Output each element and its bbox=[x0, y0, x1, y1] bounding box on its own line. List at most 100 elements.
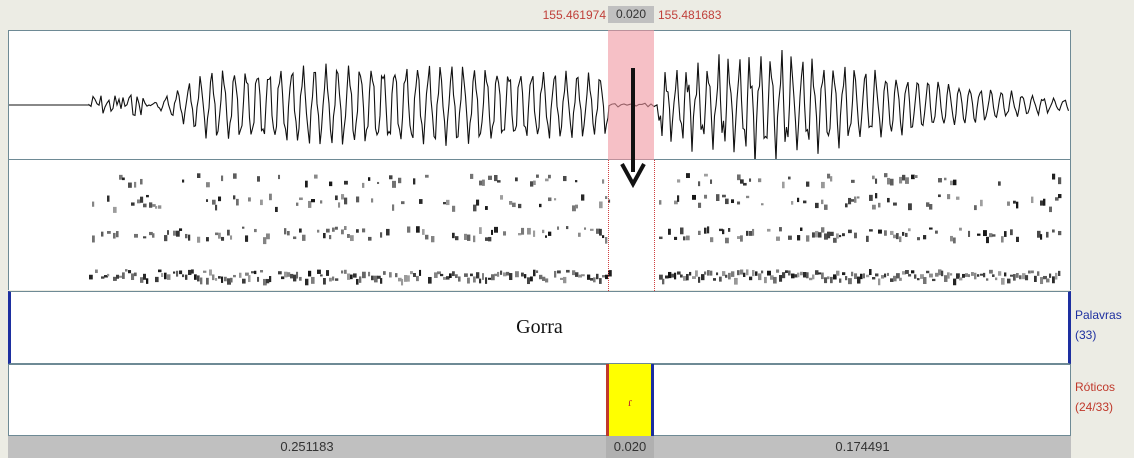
spectrogram-speckle bbox=[806, 272, 809, 279]
spectrogram-speckle bbox=[281, 276, 285, 280]
spectrogram-speckle bbox=[1052, 229, 1055, 233]
tier-name-palavras[interactable]: Palavras (33) bbox=[1075, 305, 1122, 345]
spectrogram-speckle bbox=[113, 276, 117, 281]
spectrogram-speckle bbox=[1040, 277, 1044, 285]
spectrogram-speckle bbox=[833, 237, 837, 243]
spectrogram-speckle bbox=[182, 179, 185, 183]
spectrogram-speckle bbox=[131, 202, 135, 206]
spectrogram-speckle bbox=[473, 235, 476, 243]
spectrogram-speckle bbox=[140, 178, 143, 185]
spectrogram-speckle bbox=[794, 274, 798, 278]
spectrogram-speckle bbox=[335, 278, 339, 281]
duration-selected[interactable]: 0.020 bbox=[606, 436, 654, 458]
spectrogram-speckle bbox=[212, 274, 215, 281]
tier-name-roticos[interactable]: Róticos (24/33) bbox=[1075, 377, 1115, 417]
spectrogram-speckle bbox=[662, 278, 665, 285]
spectrogram-speckle bbox=[257, 176, 260, 182]
spectrogram-speckle bbox=[755, 271, 758, 276]
spectrogram-speckle bbox=[953, 237, 956, 244]
spectrogram-speckle bbox=[812, 232, 815, 238]
spectrogram-speckle bbox=[575, 272, 579, 277]
spectrogram-speckle bbox=[710, 179, 713, 184]
spectrogram-speckle bbox=[1058, 230, 1062, 236]
spectrogram-speckle bbox=[362, 182, 365, 188]
word-interval-label[interactable]: Gorra bbox=[516, 316, 563, 338]
rhotic-interval[interactable]: ɾ bbox=[606, 364, 654, 436]
spectrogram-speckle bbox=[857, 276, 861, 284]
selection-end-time: 155.481683 bbox=[658, 8, 722, 22]
tier-palavras[interactable]: Gorra bbox=[8, 291, 1071, 364]
spectrogram-speckle bbox=[164, 272, 167, 280]
spectrogram-speckle bbox=[146, 194, 149, 198]
spectrogram-speckle bbox=[887, 272, 890, 276]
spectrogram-speckle bbox=[215, 232, 219, 236]
spectrogram-speckle bbox=[1016, 236, 1019, 243]
spectrogram-speckle bbox=[467, 234, 471, 241]
spectrogram-speckle bbox=[308, 270, 312, 277]
spectrogram-speckle bbox=[344, 226, 347, 231]
spectrogram-speckle bbox=[989, 233, 993, 238]
spectrogram-speckle bbox=[596, 228, 600, 234]
spectrogram-speckle bbox=[938, 269, 942, 276]
spectrogram-speckle bbox=[848, 197, 852, 205]
spectrogram-speckle bbox=[257, 276, 260, 282]
spectrogram-speckle bbox=[710, 270, 713, 276]
spectrogram-speckle bbox=[698, 202, 702, 208]
spectrogram-speckle bbox=[206, 199, 209, 202]
waveform-trace bbox=[9, 49, 1070, 159]
spectrogram-speckle bbox=[509, 200, 513, 205]
spectrogram-speckle bbox=[881, 275, 885, 279]
spectrogram-speckle bbox=[803, 200, 807, 204]
spectrogram-speckle bbox=[770, 275, 774, 280]
spectrogram-speckle bbox=[437, 271, 441, 275]
spectrogram-speckle bbox=[521, 227, 525, 235]
spectrogram-speckle bbox=[413, 273, 416, 277]
spectrogram-speckle bbox=[539, 274, 543, 280]
spectrogram-speckle bbox=[134, 233, 138, 238]
spectrogram-speckle bbox=[131, 273, 135, 281]
spectrogram-speckle bbox=[293, 274, 297, 282]
spectrogram-speckle bbox=[353, 273, 357, 278]
spectrogram-speckle bbox=[767, 228, 771, 232]
spectrogram-speckle bbox=[698, 230, 701, 236]
spectrogram-speckle bbox=[296, 202, 299, 206]
spectrogram-speckle bbox=[425, 234, 429, 240]
spectrogram-speckle bbox=[398, 177, 402, 184]
spectrogram-speckle bbox=[686, 173, 690, 179]
spectrogram-speckle bbox=[482, 179, 485, 186]
spectrogram-speckle bbox=[869, 229, 873, 232]
spectrogram-speckle bbox=[992, 274, 995, 277]
spectrogram-speckle bbox=[458, 276, 461, 282]
spectrogram-speckle bbox=[185, 233, 188, 239]
spectrogram-speckle bbox=[266, 278, 270, 284]
tier-name-label: Palavras bbox=[1075, 308, 1122, 322]
selection-duration[interactable]: 0.020 bbox=[608, 6, 654, 23]
duration-left[interactable]: 0.251183 bbox=[280, 439, 334, 454]
spectrogram-speckle bbox=[233, 173, 237, 179]
spectrogram-speckle bbox=[230, 277, 233, 283]
waveform-panel[interactable] bbox=[8, 30, 1071, 160]
spectrogram-speckle bbox=[680, 227, 684, 235]
spectrogram-speckle bbox=[269, 276, 272, 283]
spectrogram-speckle bbox=[329, 277, 332, 282]
spectrogram-panel[interactable] bbox=[8, 160, 1071, 290]
spectrogram-speckle bbox=[470, 173, 474, 179]
spectrogram-speckle bbox=[890, 230, 894, 235]
spectrogram-speckle bbox=[359, 276, 362, 283]
spectrogram-speckle bbox=[677, 179, 681, 183]
spectrogram-speckle bbox=[221, 276, 224, 283]
spectrogram-speckle bbox=[827, 173, 831, 179]
spectrogram-speckle bbox=[959, 277, 963, 281]
spectrogram-speckle bbox=[122, 177, 125, 181]
spectrogram-speckle bbox=[398, 277, 402, 282]
duration-right[interactable]: 0.174491 bbox=[835, 439, 890, 454]
spectrogram-speckle bbox=[968, 230, 971, 237]
spectrogram-speckle bbox=[884, 273, 887, 278]
spectrogram-speckle bbox=[1001, 278, 1005, 285]
spectrogram-speckle bbox=[815, 270, 819, 275]
tier-roticos[interactable] bbox=[8, 364, 1071, 436]
spectrogram-speckle bbox=[887, 197, 890, 203]
spectrogram-speckle bbox=[839, 278, 842, 283]
spectrogram-speckle bbox=[773, 276, 777, 284]
spectrogram-speckle bbox=[689, 271, 692, 276]
